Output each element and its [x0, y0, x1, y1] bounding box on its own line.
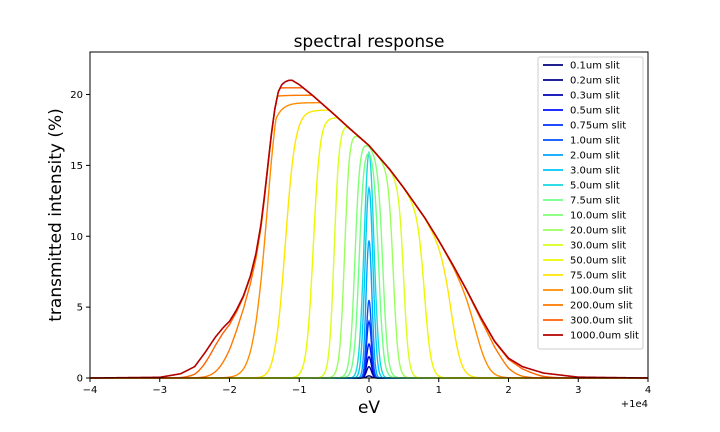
legend-entry: 200.0um slit	[570, 301, 633, 312]
legend-entry: 10.0um slit	[570, 211, 626, 222]
legend-entry: 0.5um slit	[570, 106, 620, 117]
y-axis-label: transmitted intensity (%)	[46, 108, 66, 322]
legend-entry: 0.3um slit	[570, 91, 620, 102]
x-tick-label: 3	[575, 385, 581, 396]
legend-entry: 300.0um slit	[570, 316, 633, 327]
series-line	[89, 79, 649, 379]
y-tick-label: 10	[70, 232, 83, 243]
legend-entry: 5.0um slit	[570, 181, 620, 192]
x-offset-label: +1e4	[621, 399, 648, 410]
legend-entry: 30.0um slit	[570, 241, 626, 252]
legend-entry: 7.5um slit	[570, 196, 620, 207]
x-tick-label: −2	[222, 385, 237, 396]
legend-entry: 100.0um slit	[570, 286, 633, 297]
legend-entry: 0.1um slit	[570, 61, 620, 72]
x-tick-label: 4	[645, 385, 651, 396]
legend-entry: 50.0um slit	[570, 256, 626, 267]
legend-entry: 75.0um slit	[570, 271, 626, 282]
x-tick-label: −4	[83, 385, 98, 396]
y-tick-label: 20	[70, 90, 83, 101]
x-tick-label: −3	[152, 385, 167, 396]
legend-entry: 0.75um slit	[570, 121, 626, 132]
y-axis: 0 5 10 15 20	[70, 90, 90, 385]
legend-entry: 2.0um slit	[570, 151, 620, 162]
x-axis-label: eV	[358, 398, 380, 418]
legend: 0.1um slit 0.2um slit 0.3um slit 0.5um slit…	[537, 56, 644, 350]
x-tick-label: 2	[505, 385, 511, 396]
legend-entry: 20.0um slit	[570, 226, 626, 237]
x-axis: −4 −3 −2 −1 0 1 2 3 4	[83, 378, 651, 396]
x-tick-label: −1	[292, 385, 307, 396]
legend-entry: 3.0um slit	[570, 166, 620, 177]
legend-entry: 1.0um slit	[570, 136, 620, 147]
legend-box	[537, 56, 644, 350]
chart-title: spectral response	[294, 32, 445, 52]
legend-entry: 1000.0um slit	[570, 331, 639, 342]
x-tick-label: 0	[366, 385, 372, 396]
y-tick-label: 5	[77, 303, 83, 314]
x-tick-label: 1	[436, 385, 442, 396]
y-tick-label: 15	[70, 161, 83, 172]
y-tick-label: 0	[77, 374, 83, 385]
legend-entry: 0.2um slit	[570, 76, 620, 87]
